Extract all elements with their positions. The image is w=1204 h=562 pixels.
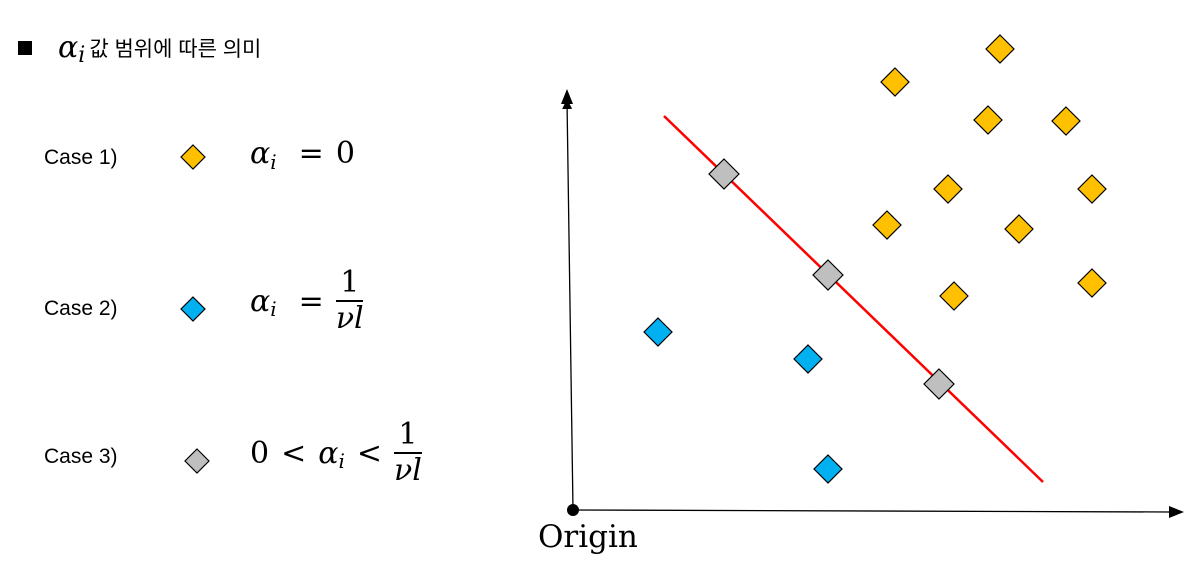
title-row: α i 값 범위에 따른 의미	[18, 30, 262, 68]
square-bullet-icon	[18, 40, 32, 55]
gold-diamond-icon	[1077, 174, 1107, 204]
gray-diamond-icon	[923, 368, 955, 400]
blue-diamond-icon	[180, 296, 206, 322]
y-axis	[562, 99, 574, 511]
y-axis-arrow-icon	[561, 89, 573, 104]
origin-point	[567, 504, 579, 516]
gold-points	[872, 34, 1107, 311]
gray-points	[708, 158, 955, 400]
gold-diamond-icon	[872, 210, 902, 240]
equals-sign: =	[298, 283, 324, 319]
alpha-subscript: i	[338, 449, 345, 473]
fraction-numerator: 1	[336, 268, 364, 302]
alpha-symbol: α	[318, 435, 339, 471]
gold-diamond-icon	[1051, 106, 1081, 136]
gold-diamond-icon	[1077, 268, 1107, 298]
title-subscript: i	[78, 43, 86, 68]
blue-points	[643, 317, 843, 484]
less-than-sign: <	[356, 435, 383, 471]
gold-diamond-icon	[939, 281, 969, 311]
gold-diamond-icon	[933, 174, 963, 204]
gray-diamond-icon	[708, 158, 740, 190]
equals-sign: =	[298, 136, 324, 171]
x-axis	[572, 509, 1171, 513]
title-text: 값 범위에 따른 의미	[89, 37, 262, 61]
x-axis-arrow-icon	[1169, 506, 1184, 518]
case-3-label: Case 3)	[44, 445, 118, 468]
case-3-formula: 0 < α i < 1 νl	[250, 420, 422, 486]
alpha-subscript: i	[270, 297, 277, 321]
less-than-sign: <	[281, 435, 307, 471]
zero-value: 0	[335, 136, 355, 171]
gold-diamond-icon	[180, 144, 206, 170]
fraction-denominator: νl	[394, 453, 422, 488]
gray-diamond-icon	[184, 448, 210, 474]
blue-diamond-icon	[813, 454, 843, 484]
alpha-symbol: α	[250, 136, 271, 171]
blue-diamond-icon	[793, 344, 823, 374]
blue-diamond-icon	[643, 317, 673, 347]
case-1-label: Case 1)	[44, 146, 118, 169]
fraction: 1 νl	[336, 268, 364, 334]
title-alpha: α	[58, 30, 79, 65]
origin-label: Origin	[538, 519, 638, 555]
zero-value: 0	[250, 435, 270, 471]
gold-diamond-icon	[985, 34, 1015, 64]
gold-diamond-icon	[880, 67, 910, 97]
gray-diamond-icon	[812, 259, 844, 291]
fraction-denominator: νl	[335, 301, 364, 336]
gold-diamond-icon	[973, 105, 1003, 135]
fraction-numerator: 1	[394, 420, 422, 454]
case-1-formula: α i = 0	[250, 136, 355, 174]
fraction: 1 νl	[394, 420, 422, 486]
alpha-symbol: α	[250, 283, 271, 319]
alpha-subscript: i	[270, 149, 277, 174]
case-2-formula: α i = 1 νl	[250, 268, 364, 334]
case-2-label: Case 2)	[44, 297, 118, 320]
gold-diamond-icon	[1004, 214, 1034, 244]
